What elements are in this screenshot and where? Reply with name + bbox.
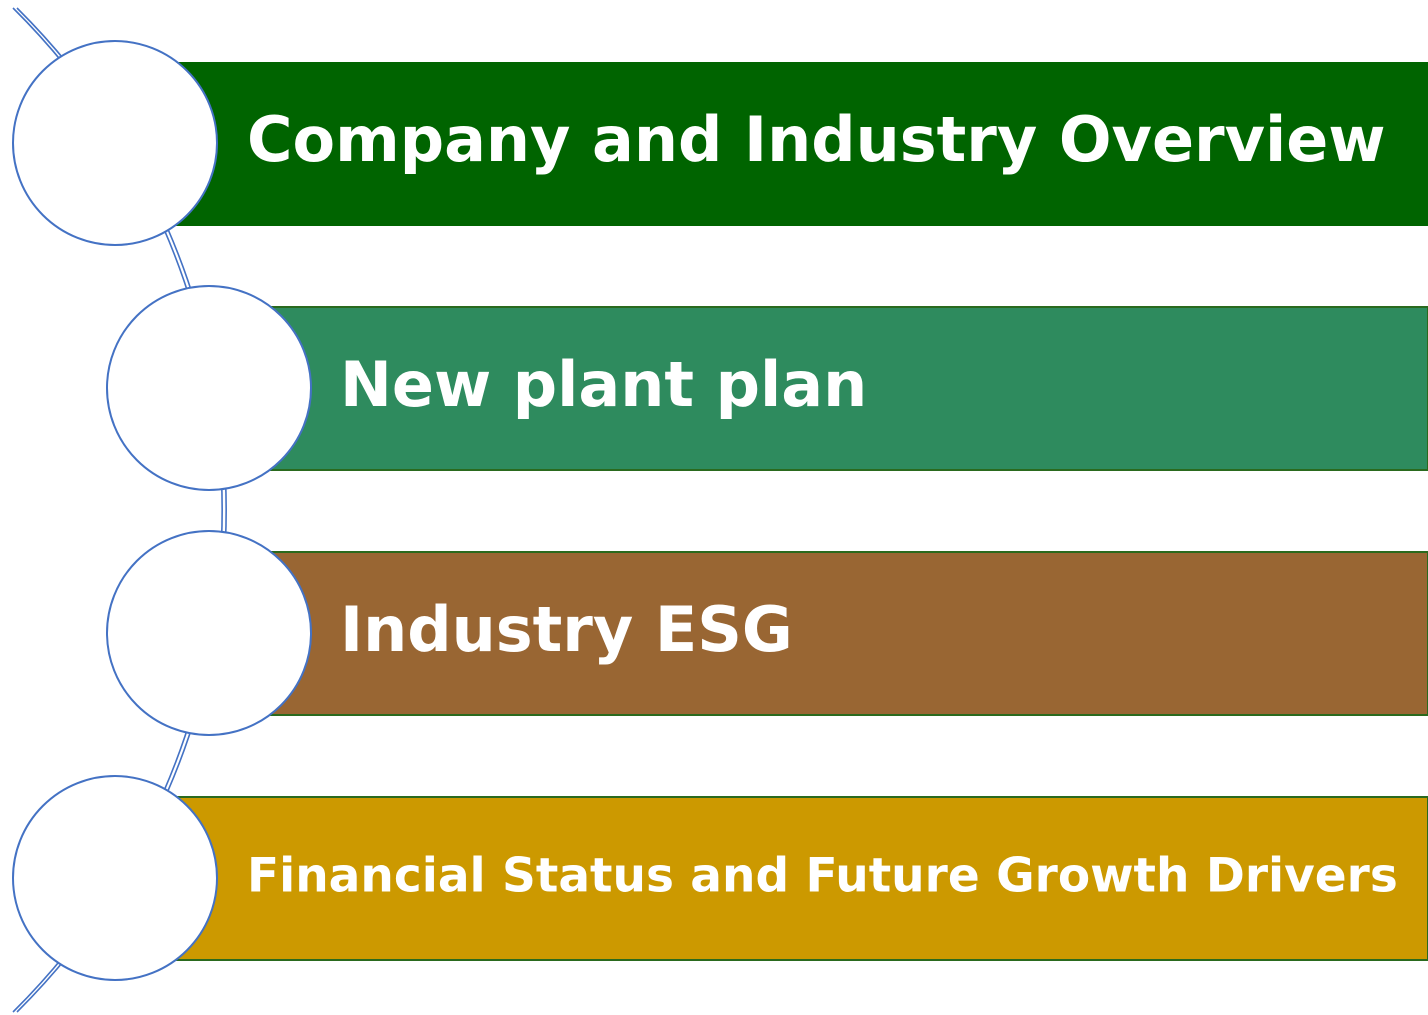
item-bar bbox=[164, 796, 1428, 961]
item-label: New plant plan bbox=[340, 348, 867, 421]
item-bar bbox=[259, 551, 1428, 716]
item-circle bbox=[12, 775, 218, 981]
item-label: Financial Status and Future Growth Drive… bbox=[247, 849, 1398, 904]
item: Company and Industry Overview bbox=[12, 40, 1428, 246]
item-bar bbox=[165, 62, 1428, 226]
item-circle bbox=[106, 530, 312, 736]
item: Financial Status and Future Growth Drive… bbox=[12, 775, 1428, 981]
item-bar bbox=[259, 306, 1428, 471]
item-circle bbox=[106, 285, 312, 491]
item-circle bbox=[12, 40, 218, 246]
item-label: Company and Industry Overview bbox=[247, 103, 1386, 176]
item-label: Industry ESG bbox=[340, 593, 793, 666]
item: Industry ESG bbox=[106, 530, 1428, 736]
item: New plant plan bbox=[106, 285, 1428, 491]
